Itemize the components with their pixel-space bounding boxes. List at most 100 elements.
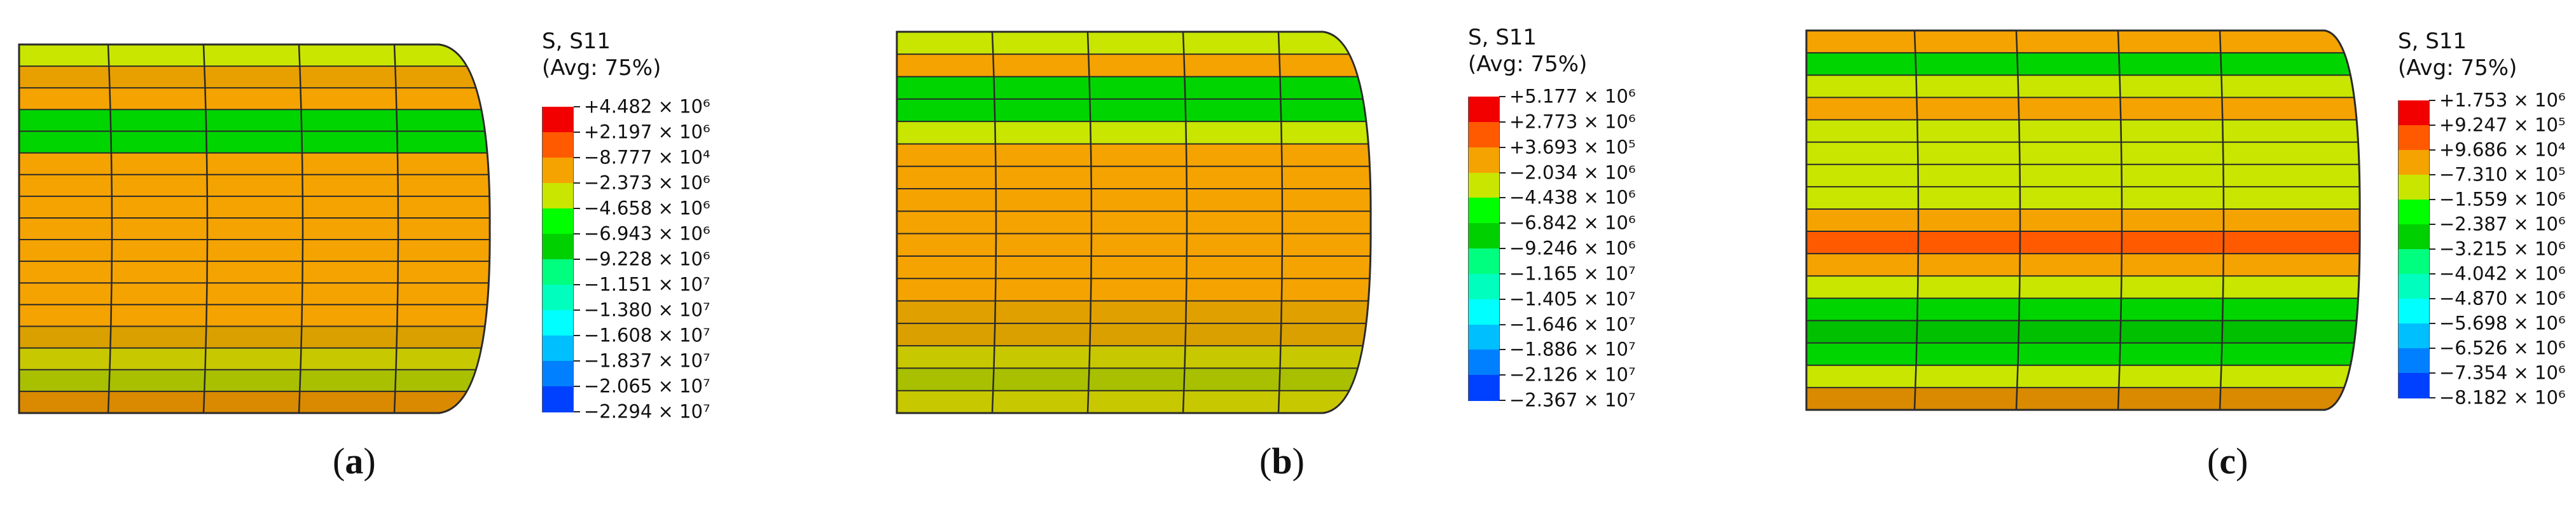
stress-band [1806,53,2360,76]
stress-band [19,153,490,175]
legend-swatch [542,158,574,184]
legend-tick [2429,397,2435,398]
legend-swatch [2398,175,2430,200]
panel-c: S, S11 (Avg: 75%) +1.753 × 10⁶ +9.247 × 1… [1717,0,2576,516]
legend-swatch [2398,224,2430,250]
legend-value: +5.177 × 10⁶ [1509,85,1636,107]
legend-tick [574,335,580,336]
legend-swatch [1468,324,1500,351]
legend-tick [574,284,580,285]
stress-band [897,144,1371,167]
legend-swatch [2398,323,2430,349]
caption-letter-b: b [1271,440,1292,482]
stress-band [1806,254,2360,277]
cylinder-model-a [18,43,491,414]
legend-tick [1499,172,1506,173]
panel-a: S, S11 (Avg: 75%) +4.482 × 10⁶ +2.197 × 1… [0,0,859,516]
stress-band [897,368,1371,391]
legend-value: −2.367 × 10⁷ [1509,389,1636,411]
legend-swatch [2398,373,2430,398]
stress-band [19,88,490,111]
mesh-line-vertical [1277,32,1284,413]
stress-band [19,261,490,284]
stress-band [897,211,1371,234]
mesh-line-vertical [393,44,399,413]
legend-value: −1.886 × 10⁷ [1509,338,1636,360]
stress-band [19,196,490,219]
caption-close-b: ) [1292,440,1305,482]
stress-band [1806,343,2360,366]
legend-tick [2429,372,2435,374]
legend-value: −1.405 × 10⁷ [1509,288,1636,310]
stress-band [1806,119,2360,143]
legend-swatch [2398,150,2430,175]
legend-title-a: S, S11 (Avg: 75%) [542,31,661,79]
stress-band [897,301,1371,324]
cylinder-model-b [896,31,1372,414]
legend-variable-c: S, S11 [2398,29,2467,54]
legend-swatch [542,132,574,158]
mesh-line-vertical [107,44,113,413]
legend-tick [1499,374,1506,376]
legend-tick [574,182,580,184]
stress-band [19,217,490,241]
legend-value: −2.126 × 10⁷ [1509,363,1636,386]
color-legend-c [2398,100,2430,398]
stress-band [897,255,1371,280]
legend-swatch [542,234,574,260]
legend-value: −4.870 × 10⁶ [2439,287,2566,309]
legend-tick [574,233,580,234]
legend-tick [574,360,580,362]
legend-value: +9.247 × 10⁵ [2439,114,2566,136]
legend-value: −4.658 × 10⁶ [584,197,710,219]
legend-value: −7.354 × 10⁶ [2439,362,2566,384]
legend-tick [574,132,580,133]
stress-band [1806,276,2360,299]
mesh-line-vertical [298,44,304,413]
legend-tick [1499,248,1506,249]
model-outline [896,31,1372,414]
legend-value: −1.380 × 10⁷ [584,299,710,321]
stress-band [897,189,1371,212]
legend-value: −1.646 × 10⁷ [1509,313,1636,335]
legend-value: +2.773 × 10⁶ [1509,111,1636,133]
stress-band [19,283,490,306]
legend-tick [574,259,580,260]
stress-band [1806,387,2360,410]
stress-band [1806,186,2360,210]
legend-tick [1499,197,1506,199]
stress-band [897,323,1371,347]
color-legend-b [1468,97,1500,401]
stress-band [1806,208,2360,233]
stress-bands-b [897,32,1371,413]
legend-tick [1499,349,1506,351]
legend-value: −1.165 × 10⁷ [1509,262,1636,285]
stress-band [897,32,1371,55]
legend-swatch [1468,375,1500,401]
legend-value: −2.065 × 10⁷ [584,375,710,397]
legend-swatch [542,259,574,285]
legend-swatch [2398,100,2430,126]
legend-swatch [1468,97,1500,123]
stress-band [19,348,490,370]
legend-value: −9.246 × 10⁶ [1509,237,1636,259]
legend-title-b: S, S11 (Avg: 75%) [1468,27,1587,75]
legend-title-c: S, S11 (Avg: 75%) [2398,31,2517,79]
legend-tick [2429,298,2435,299]
mesh-line-vertical [991,32,997,413]
legend-swatch [2398,299,2430,324]
stress-band [1806,97,2360,121]
legend-swatch [542,208,574,234]
stress-band [897,121,1371,145]
legend-value: −4.042 × 10⁶ [2439,262,2566,285]
mesh-line-vertical [2015,31,2021,410]
legend-tick [574,411,580,412]
stress-band [19,304,490,327]
stress-band [1806,365,2360,388]
legend-tick [2429,248,2435,250]
legend-tick [574,386,580,387]
legend-tick [2429,199,2435,200]
legend-value: −2.034 × 10⁶ [1509,161,1636,183]
legend-tick [1499,146,1506,148]
mesh-line-vertical [1182,32,1188,413]
